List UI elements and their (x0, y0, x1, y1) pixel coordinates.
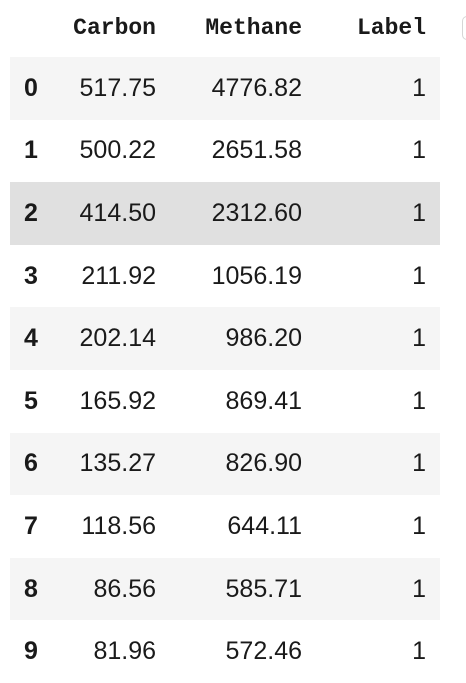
label-cell: 1 (412, 73, 426, 102)
dataframe-table: Carbon Methane Label 0 517.75 4776.82 1 … (10, 0, 440, 683)
methane-cell: 1056.19 (211, 261, 302, 290)
row-index: 5 (24, 386, 38, 415)
table-row: 9 81.96 572.46 1 (10, 620, 440, 683)
methane-cell: 585.71 (225, 574, 302, 603)
methane-cell: 2312.60 (211, 198, 302, 227)
column-header-carbon: Carbon (56, 0, 170, 57)
carbon-cell: 517.75 (79, 73, 156, 102)
row-index: 3 (24, 261, 38, 290)
table-row: 3 211.92 1056.19 1 (10, 244, 440, 308)
carbon-cell: 165.92 (79, 386, 156, 415)
table-row: 6 135.27 826.90 1 (10, 432, 440, 496)
label-cell: 1 (412, 511, 426, 540)
carbon-cell: 414.50 (79, 198, 156, 227)
label-cell: 1 (412, 574, 426, 603)
carbon-cell: 211.92 (81, 261, 156, 290)
methane-cell: 826.90 (225, 449, 302, 478)
carbon-cell: 81.96 (93, 637, 156, 666)
table-row-hovered: 2 414.50 2312.60 1 (10, 182, 440, 245)
row-index: 6 (24, 449, 38, 478)
label-cell: 1 (412, 198, 426, 227)
carbon-cell: 135.27 (79, 449, 156, 478)
methane-cell: 986.20 (225, 324, 302, 353)
index-column-header (10, 0, 56, 57)
row-index: 9 (24, 637, 38, 666)
carbon-cell: 86.56 (93, 574, 156, 603)
label-cell: 1 (412, 136, 426, 165)
methane-cell: 572.46 (225, 637, 302, 666)
output-toolbar-tab[interactable] (462, 16, 466, 40)
carbon-cell: 118.56 (81, 511, 156, 540)
header-row: Carbon Methane Label (10, 0, 440, 57)
table-row: 5 165.92 869.41 1 (10, 369, 440, 433)
table-row: 7 118.56 644.11 1 (10, 495, 440, 558)
methane-cell: 644.11 (227, 511, 302, 540)
label-cell: 1 (412, 637, 426, 666)
label-cell: 1 (412, 449, 426, 478)
row-index: 2 (24, 198, 38, 227)
row-index: 0 (24, 73, 38, 102)
table-row: 1 500.22 2651.58 1 (10, 119, 440, 183)
label-cell: 1 (412, 261, 426, 290)
label-cell: 1 (412, 324, 426, 353)
table-row: 8 86.56 585.71 1 (10, 557, 440, 621)
row-index: 7 (24, 511, 38, 540)
column-header-label: Label (316, 0, 440, 57)
table-row: 4 202.14 986.20 1 (10, 307, 440, 370)
methane-cell: 4776.82 (211, 73, 302, 102)
row-index: 8 (24, 574, 38, 603)
methane-cell: 2651.58 (211, 136, 302, 165)
table-row: 0 517.75 4776.82 1 (10, 56, 440, 120)
methane-cell: 869.41 (225, 386, 302, 415)
column-header-methane: Methane (170, 0, 316, 57)
table-header: Carbon Methane Label (10, 0, 440, 57)
row-index: 4 (24, 324, 38, 353)
row-index: 1 (24, 136, 38, 165)
label-cell: 1 (412, 386, 426, 415)
carbon-cell: 202.14 (79, 324, 156, 353)
carbon-cell: 500.22 (79, 136, 156, 165)
table-body: 0 517.75 4776.82 1 1 500.22 2651.58 1 2 … (10, 56, 440, 683)
